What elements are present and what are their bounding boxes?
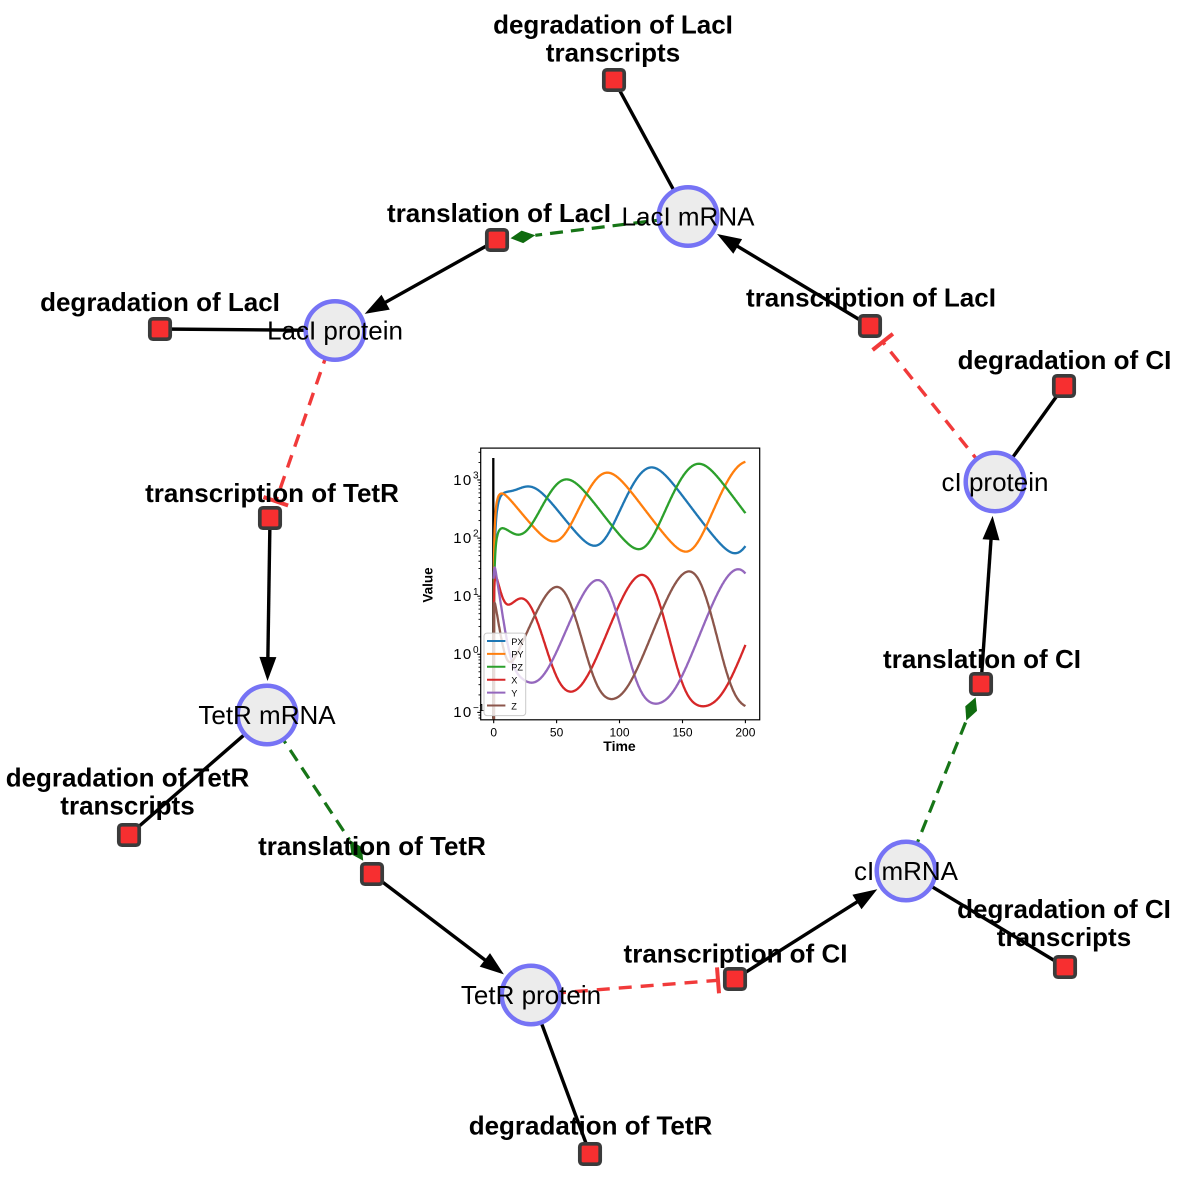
svg-text:transcription of TetR: transcription of TetR xyxy=(145,478,399,508)
svg-text:X: X xyxy=(511,676,517,686)
svg-text:degradation of TetR: degradation of TetR xyxy=(469,1111,713,1141)
svg-text:degradation of CI: degradation of CI xyxy=(958,345,1172,375)
svg-text:translation of LacI: translation of LacI xyxy=(387,198,611,228)
svg-text:cI protein: cI protein xyxy=(942,467,1049,497)
svg-text:150: 150 xyxy=(672,726,692,740)
svg-text:transcription of CI: transcription of CI xyxy=(624,939,848,969)
svg-text:translation of CI: translation of CI xyxy=(883,644,1081,674)
svg-text:TetR protein: TetR protein xyxy=(461,980,601,1010)
svg-text:Z: Z xyxy=(511,701,517,711)
svg-text:transcripts: transcripts xyxy=(60,791,194,821)
svg-text:degradation of CI: degradation of CI xyxy=(957,894,1171,924)
svg-text:PY: PY xyxy=(511,650,523,660)
svg-text:100: 100 xyxy=(609,726,629,740)
svg-text:PZ: PZ xyxy=(511,663,523,673)
svg-text:Time: Time xyxy=(603,738,636,754)
svg-text:PX: PX xyxy=(511,637,523,647)
svg-text:cI mRNA: cI mRNA xyxy=(854,856,959,886)
svg-text:LacI protein: LacI protein xyxy=(267,316,403,346)
svg-text:50: 50 xyxy=(550,726,564,740)
svg-text:transcripts: transcripts xyxy=(546,38,680,68)
svg-text:transcription of LacI: transcription of LacI xyxy=(746,283,996,313)
svg-text:200: 200 xyxy=(735,726,755,740)
svg-text:Value: Value xyxy=(420,567,435,603)
svg-text:0: 0 xyxy=(490,726,497,740)
svg-text:translation of TetR: translation of TetR xyxy=(258,831,486,861)
svg-text:Y: Y xyxy=(511,688,517,698)
svg-text:degradation of LacI: degradation of LacI xyxy=(40,287,280,317)
svg-text:degradation of LacI: degradation of LacI xyxy=(493,10,733,40)
svg-text:degradation of TetR: degradation of TetR xyxy=(6,763,250,793)
svg-text:transcripts: transcripts xyxy=(997,922,1131,952)
svg-text:TetR mRNA: TetR mRNA xyxy=(198,700,336,730)
svg-text:LacI mRNA: LacI mRNA xyxy=(622,202,756,232)
